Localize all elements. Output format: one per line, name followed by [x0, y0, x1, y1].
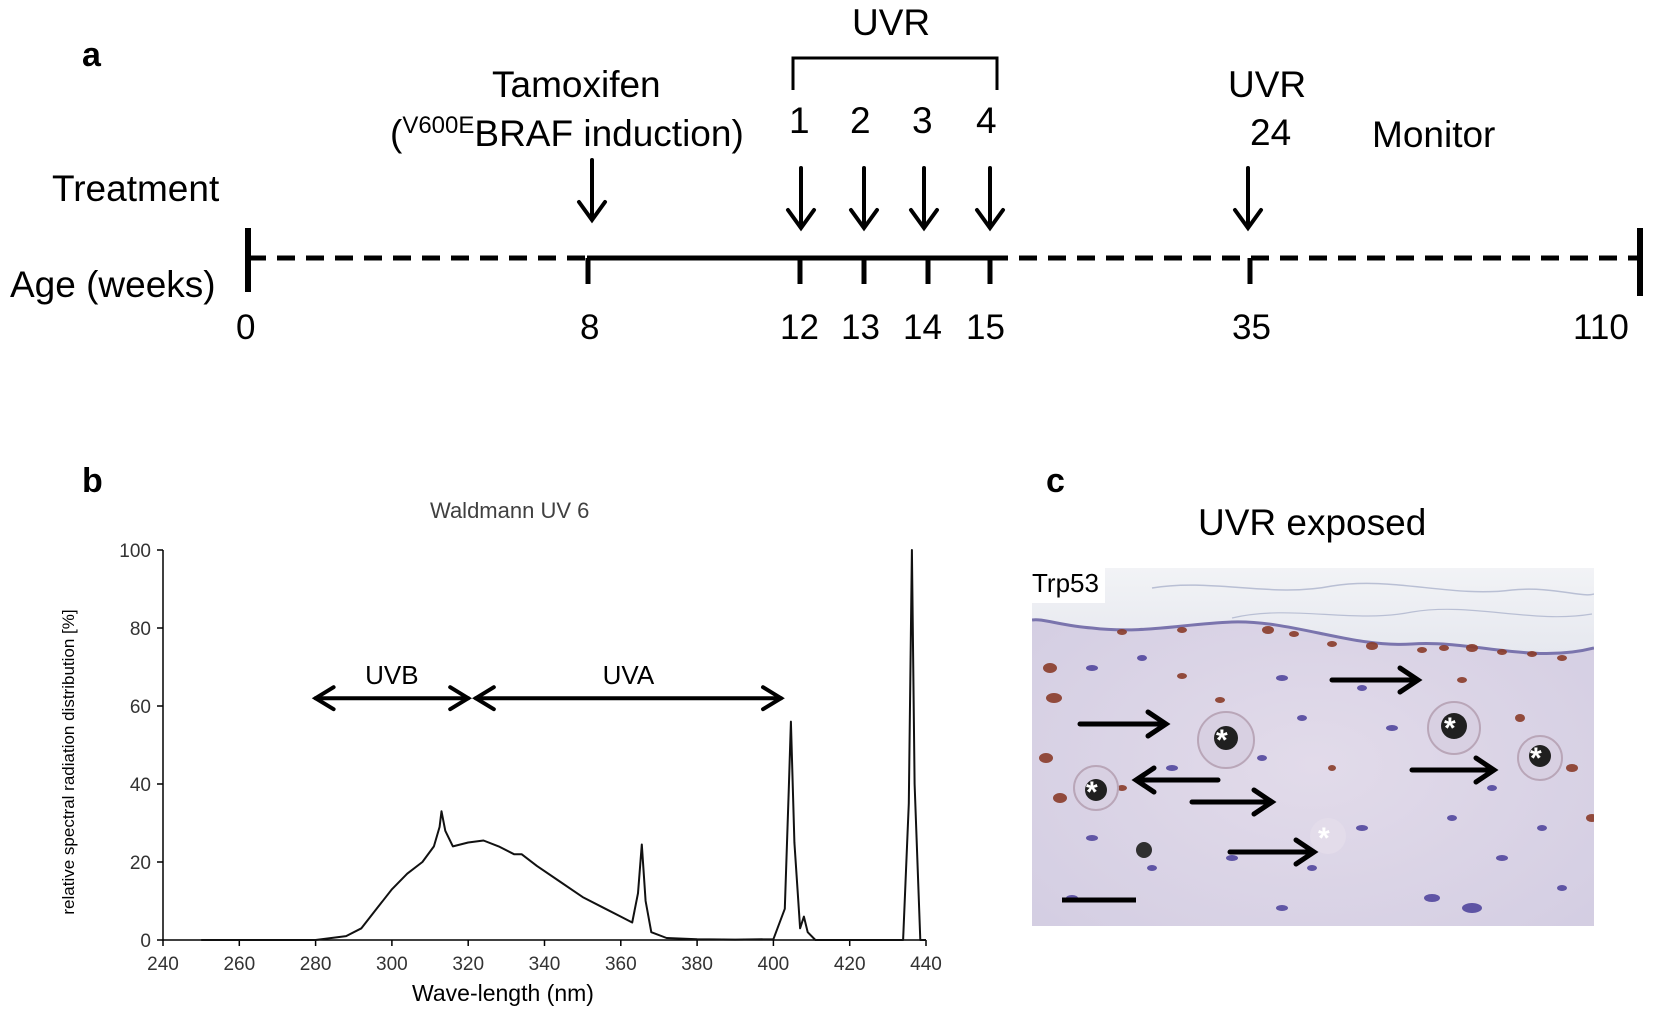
- micrograph-arrow-6: [1227, 837, 1319, 867]
- uvr-late-dose: 24: [1250, 112, 1292, 153]
- y-tick-label-60: 60: [130, 697, 151, 718]
- x-tick-label-380: 380: [681, 954, 713, 975]
- y-tick-label-20: 20: [130, 853, 151, 874]
- micrograph-arrow-3: [1409, 755, 1499, 785]
- age-tick-8: 8: [580, 308, 600, 347]
- x-tick-label-260: 260: [223, 954, 255, 975]
- braf-open-paren: (: [390, 113, 403, 154]
- x-tick-label-300: 300: [376, 954, 408, 975]
- x-tick-label-420: 420: [834, 954, 866, 975]
- svg-text:*: *: [1086, 776, 1098, 809]
- spectrum-line-0: [201, 549, 926, 941]
- treatment-row-label: Treatment: [52, 168, 220, 209]
- age-tick-15: 15: [966, 308, 1005, 347]
- micrograph-arrow-4: [1131, 765, 1221, 795]
- braf-induction-label: (V600EBRAF induction): [390, 112, 744, 155]
- micrograph-arrow-5: [1189, 787, 1277, 817]
- uvr-dose-3: 3: [912, 100, 933, 141]
- y-tick-label-80: 80: [130, 619, 151, 640]
- svg-text:*: *: [1530, 742, 1542, 775]
- y-tick-label-40: 40: [130, 775, 151, 796]
- arrow-tamoxifen: [577, 158, 607, 224]
- histology-micrograph: * * * * *: [1032, 568, 1594, 926]
- age-tick-35: 35: [1232, 308, 1271, 347]
- arrow-uvr-1: [786, 166, 816, 232]
- age-row-label: Age (weeks): [10, 264, 216, 305]
- v600e-superscript: V600E: [402, 112, 475, 139]
- panel-c-letter: c: [1046, 462, 1065, 500]
- band-arrow-uva: [471, 685, 785, 712]
- uvr-dose-1: 1: [789, 100, 810, 141]
- arrow-uvr-3: [909, 166, 939, 232]
- x-tick-label-360: 360: [605, 954, 637, 975]
- chart-xlabel: Wave-length (nm): [412, 980, 594, 1006]
- uvr-dose-2: 2: [850, 100, 871, 141]
- age-tick-14: 14: [903, 308, 942, 347]
- svg-text:*: *: [1216, 724, 1228, 757]
- micrograph-image: * * * * *: [1032, 568, 1594, 926]
- uvr-late-label: UVR: [1228, 64, 1307, 105]
- y-tick-label-0: 0: [140, 931, 151, 952]
- age-tick-0: 0: [236, 308, 256, 347]
- arrow-uvr-4: [975, 166, 1005, 232]
- arrow-uvr-24: [1233, 166, 1263, 232]
- y-tick-label-100: 100: [119, 541, 151, 562]
- micrograph-arrow-2: [1329, 665, 1423, 695]
- x-tick-label-440: 440: [910, 954, 942, 975]
- uvr-dose-4: 4: [976, 100, 997, 141]
- x-tick-label-340: 340: [529, 954, 561, 975]
- micrograph-arrow-1: [1077, 709, 1171, 739]
- tamoxifen-label: Tamoxifen: [492, 64, 661, 105]
- chart-title: Waldmann UV 6: [430, 498, 590, 523]
- micrograph-title: UVR exposed: [1198, 502, 1427, 543]
- uvr-bracket-label: UVR: [852, 2, 931, 43]
- age-tick-110: 110: [1573, 308, 1629, 347]
- braf-induction-rest: BRAF induction): [474, 113, 744, 154]
- stratum-corneum: [1032, 568, 1594, 654]
- x-tick-label-280: 280: [300, 954, 332, 975]
- age-tick-12: 12: [780, 308, 819, 347]
- arrow-uvr-2: [849, 166, 879, 232]
- monitor-label: Monitor: [1372, 114, 1496, 155]
- panel-b-letter: b: [82, 462, 103, 500]
- band-label-uva: UVA: [603, 660, 655, 690]
- stain-label: Trp53: [1026, 566, 1105, 603]
- x-tick-label-240: 240: [147, 954, 179, 975]
- uvr-bracket: [791, 56, 999, 90]
- band-arrow-uvb: [311, 685, 473, 712]
- svg-text:*: *: [1318, 822, 1330, 855]
- age-tick-13: 13: [841, 308, 880, 347]
- svg-text:*: *: [1444, 712, 1456, 745]
- x-tick-label-400: 400: [758, 954, 790, 975]
- panel-a-letter: a: [82, 36, 101, 74]
- x-tick-label-320: 320: [452, 954, 484, 975]
- band-label-uvb: UVB: [365, 660, 418, 690]
